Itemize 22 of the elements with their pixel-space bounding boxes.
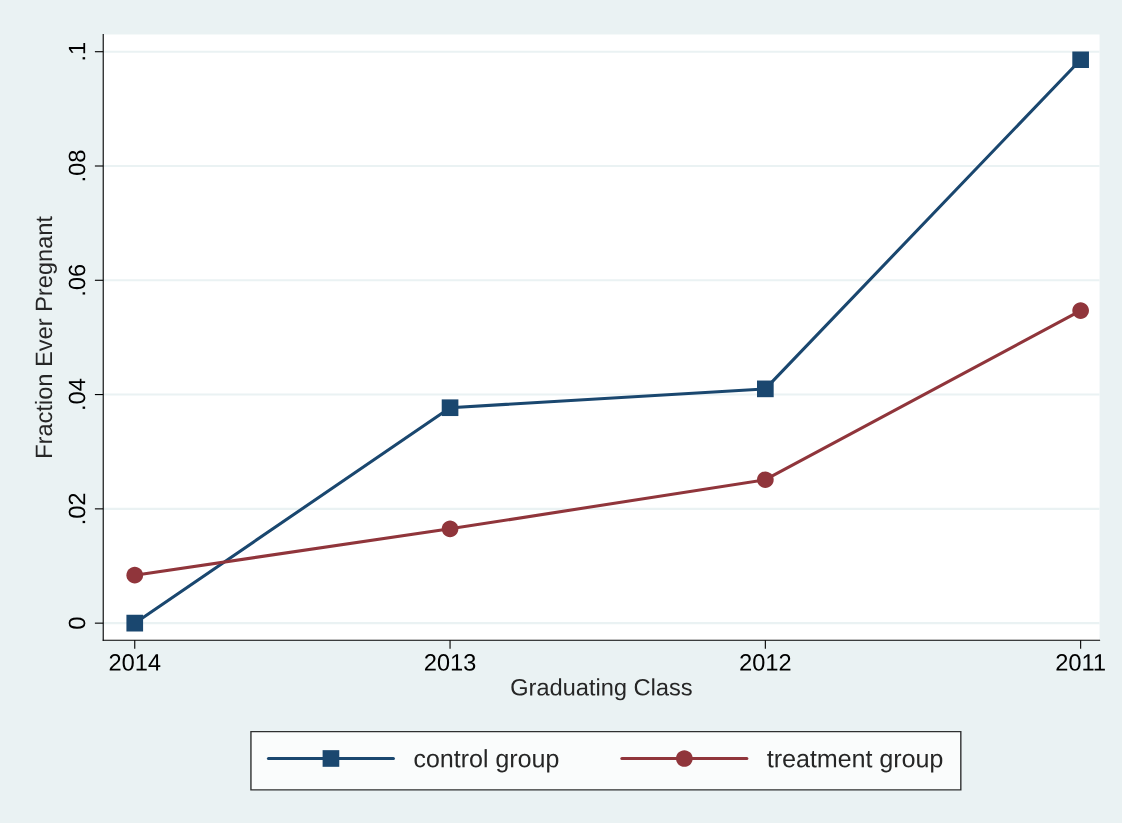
point [757, 471, 774, 489]
x-tick-label: 2013 [424, 654, 476, 671]
point [441, 399, 459, 417]
point [126, 566, 144, 584]
x-tick-label: 2011 [1056, 654, 1105, 671]
y-tick-label: .1 [68, 43, 86, 60]
legend-label: treatment group [767, 751, 943, 773]
y-tick-label: .02 [68, 493, 86, 524]
x-tick-label: 2014 [109, 654, 161, 671]
y-tick-label: 0 [68, 617, 86, 629]
point [441, 520, 459, 538]
y-tick-label: .04 [68, 378, 86, 409]
x-axis-title: Graduating Class [511, 678, 692, 701]
x-tick-label: 2012 [740, 654, 791, 671]
point [1072, 302, 1089, 319]
y-axis-title: Fraction Ever Pregnant [34, 216, 57, 457]
y-tick-label: .08 [68, 150, 86, 181]
point [126, 614, 144, 632]
point [757, 380, 774, 398]
point [1072, 51, 1089, 69]
y-tick-label: .06 [68, 264, 86, 295]
legend-label: control group [414, 749, 559, 773]
